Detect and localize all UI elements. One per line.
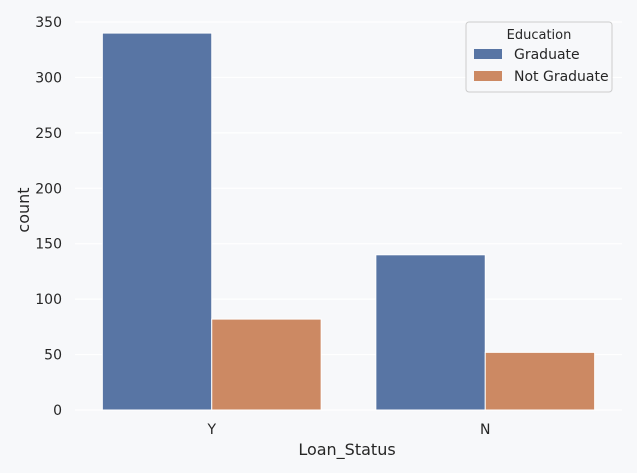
- y-tick-label: 250: [35, 126, 62, 142]
- x-tick-label: N: [480, 422, 490, 438]
- legend: Education Graduate Not Graduate: [465, 21, 613, 93]
- bar-graduate-y: [101, 32, 213, 411]
- y-tick-label: 50: [44, 348, 62, 364]
- y-tick-label: 350: [35, 15, 62, 31]
- y-tick-label: 150: [35, 237, 62, 253]
- bar-graduate-n: [375, 254, 486, 411]
- y-tick-label: 300: [35, 70, 62, 86]
- x-axis-label: Loan_Status: [298, 440, 395, 460]
- y-tick-label: 0: [53, 403, 62, 419]
- y-tick-label: 200: [35, 181, 62, 197]
- legend-title: Education: [507, 28, 572, 43]
- y-tick-label: 100: [35, 292, 62, 308]
- x-tick-label: Y: [206, 422, 216, 438]
- bars: [101, 32, 596, 411]
- legend-label: Graduate: [514, 47, 580, 63]
- legend-label: Not Graduate: [514, 69, 609, 85]
- bar-not-graduate-n: [484, 351, 596, 411]
- legend-swatch: [474, 49, 502, 59]
- y-axis: 0 50 100 150 200 250 300 350: [35, 15, 62, 419]
- legend-swatch: [474, 71, 502, 81]
- legend-frame: [465, 21, 613, 93]
- y-axis-label: count: [14, 187, 33, 232]
- bar-not-graduate-y: [211, 318, 322, 411]
